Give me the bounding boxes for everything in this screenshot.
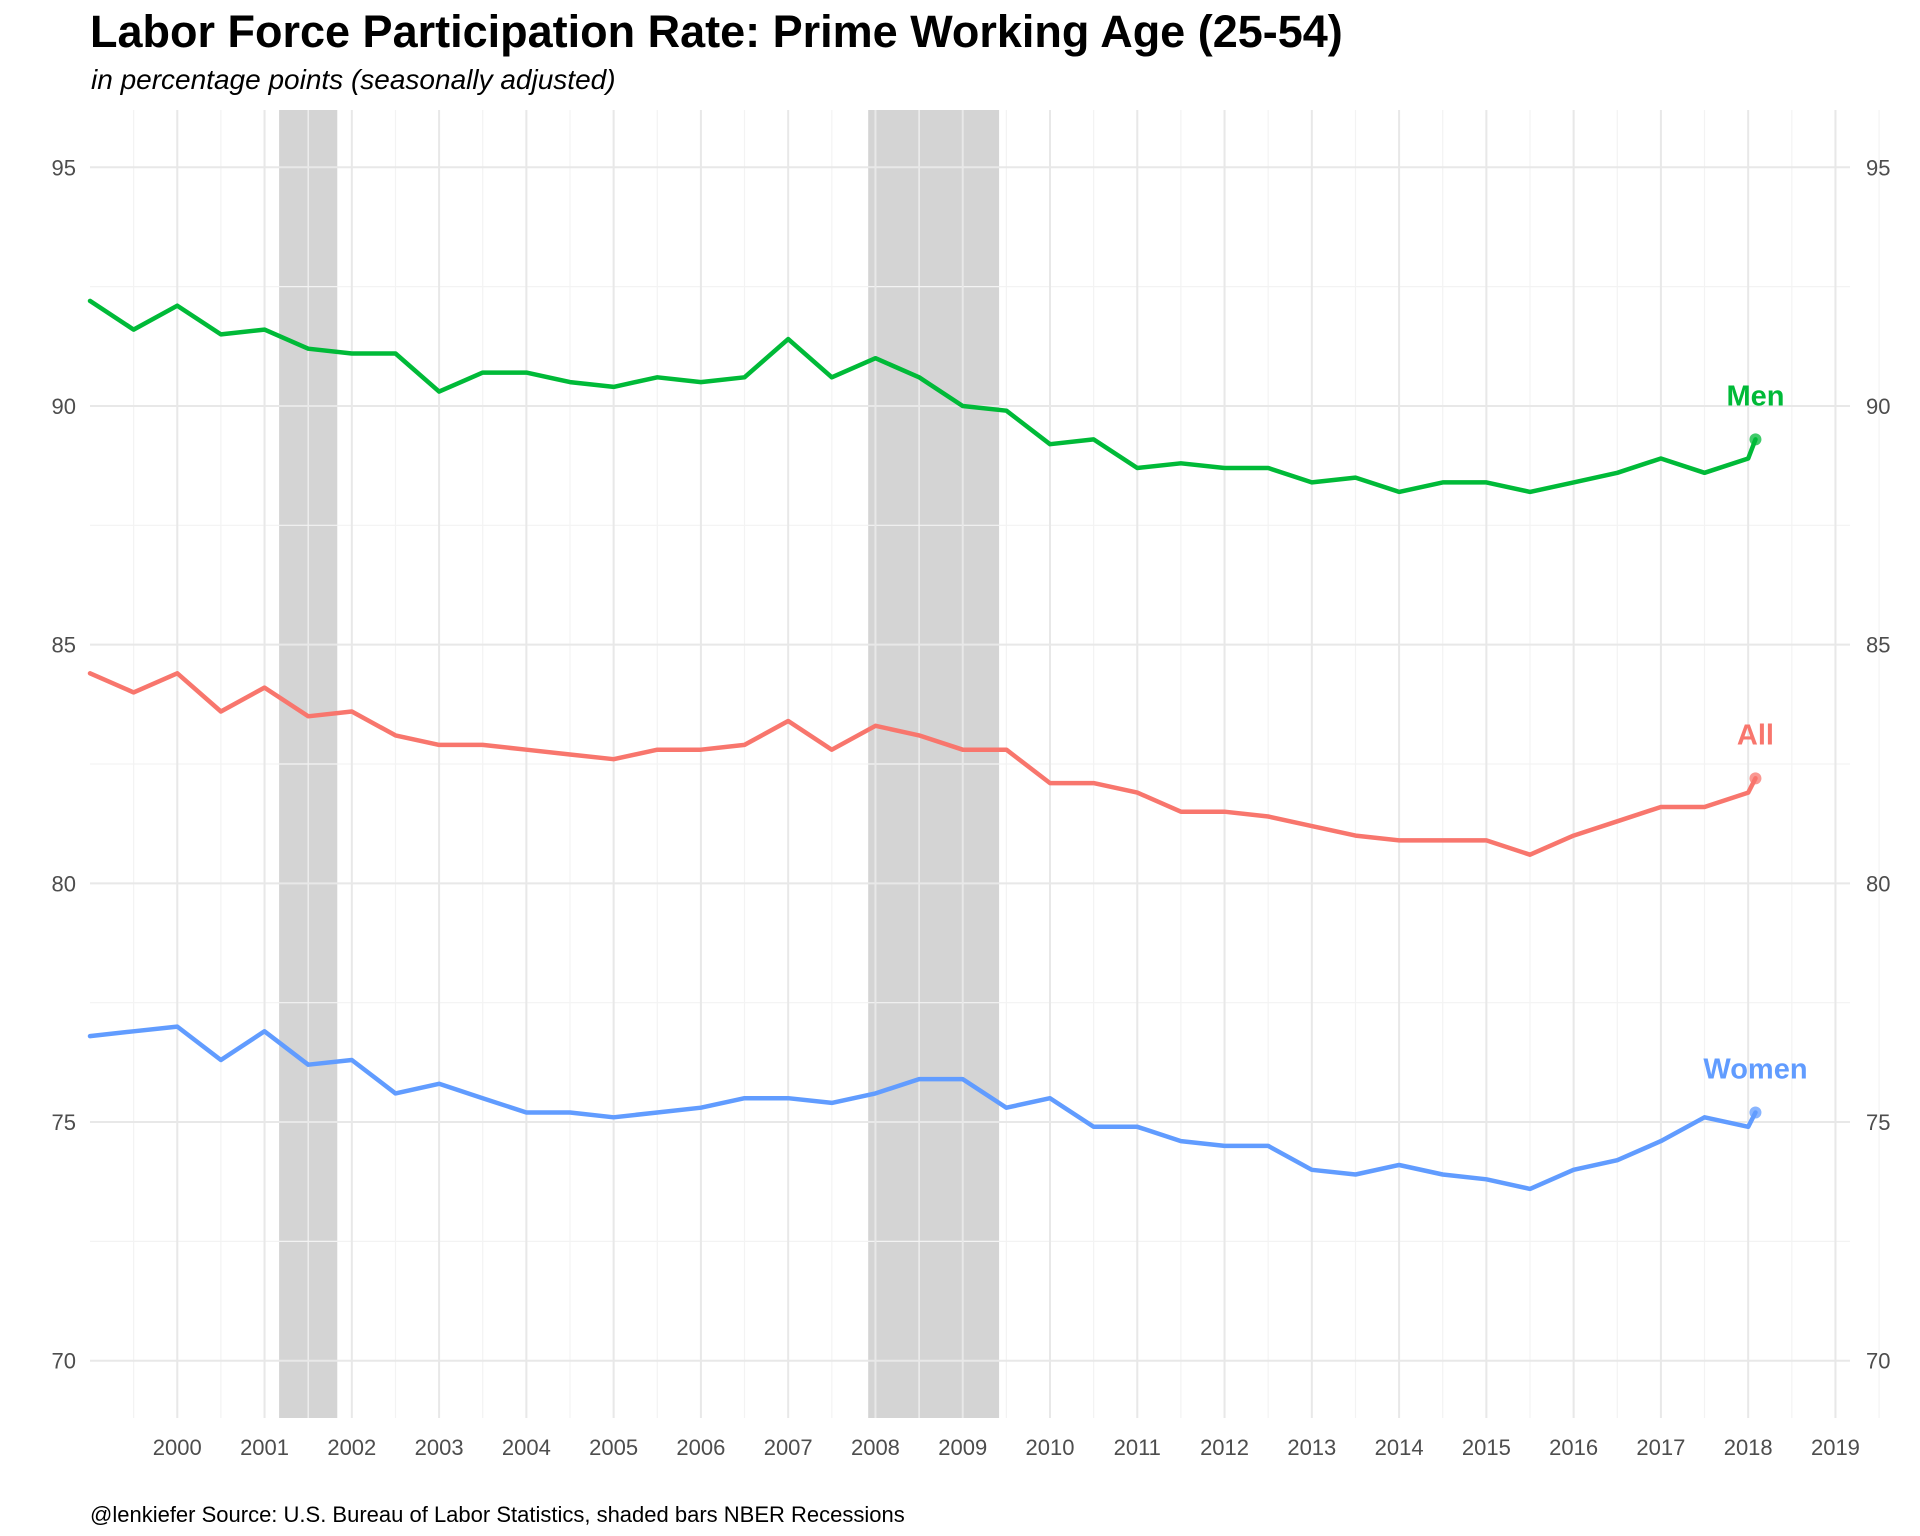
x-tick-label: 2012	[1200, 1435, 1249, 1460]
y-axis-left: 70 75 80 85 90 95	[52, 155, 76, 1373]
x-tick-label: 2009	[938, 1435, 987, 1460]
series-label-women: Women	[1703, 1053, 1807, 1085]
y-tick-label: 80	[52, 871, 76, 896]
x-tick-label: 2010	[1026, 1435, 1075, 1460]
y-tick-label: 90	[52, 394, 76, 419]
x-tick-label: 2001	[240, 1435, 289, 1460]
y-tick-label: 70	[52, 1349, 76, 1374]
chart-title: Labor Force Participation Rate: Prime Wo…	[90, 6, 1343, 57]
x-tick-label: 2005	[589, 1435, 638, 1460]
series-label-all: All	[1737, 719, 1774, 751]
y-tick-label: 85	[1866, 633, 1890, 658]
series-line-men	[87, 298, 1758, 495]
y-tick-label: 70	[1866, 1349, 1890, 1374]
x-tick-label: 2017	[1636, 1435, 1685, 1460]
y-tick-label: 75	[52, 1110, 76, 1135]
x-tick-label: 2016	[1549, 1435, 1598, 1460]
y-tick-label: 80	[1866, 871, 1890, 896]
series-labels: Men All Women	[1703, 380, 1807, 1085]
x-tick-label: 2019	[1811, 1435, 1860, 1460]
x-tick-label: 2018	[1724, 1435, 1773, 1460]
x-tick-label: 2008	[851, 1435, 900, 1460]
x-tick-label: 2015	[1462, 1435, 1511, 1460]
x-tick-label: 2004	[502, 1435, 551, 1460]
y-tick-label: 95	[52, 155, 76, 180]
x-tick-label: 2013	[1287, 1435, 1336, 1460]
grid-lines	[90, 110, 1880, 1418]
series-line-all	[87, 671, 1758, 857]
series-label-men: Men	[1726, 380, 1784, 412]
series-endpoint-women	[1749, 1106, 1762, 1119]
x-tick-label: 2006	[676, 1435, 725, 1460]
y-tick-label: 90	[1866, 394, 1890, 419]
chart-subtitle: in percentage points (seasonally adjuste…	[91, 64, 616, 95]
series-line-women	[87, 1024, 1758, 1192]
y-tick-label: 75	[1866, 1110, 1890, 1135]
series-lines	[87, 298, 1762, 1192]
x-axis: 2000 2001 2002 2003 2004 2005 2006 2007 2008 2009…	[153, 1435, 1860, 1460]
x-tick-label: 2003	[415, 1435, 464, 1460]
y-tick-label: 85	[52, 633, 76, 658]
series-endpoint-men	[1749, 433, 1762, 446]
x-tick-label: 2014	[1375, 1435, 1424, 1460]
x-tick-label: 2002	[327, 1435, 376, 1460]
x-tick-label: 2007	[764, 1435, 813, 1460]
x-tick-label: 2011	[1114, 1435, 1161, 1460]
y-axis-right: 70 75 80 85 90 95	[1866, 155, 1890, 1373]
chart-caption: @lenkiefer Source: U.S. Bureau of Labor …	[90, 1502, 905, 1527]
x-tick-label: 2000	[153, 1435, 202, 1460]
y-tick-label: 95	[1866, 155, 1890, 180]
series-endpoint-all	[1749, 772, 1762, 785]
